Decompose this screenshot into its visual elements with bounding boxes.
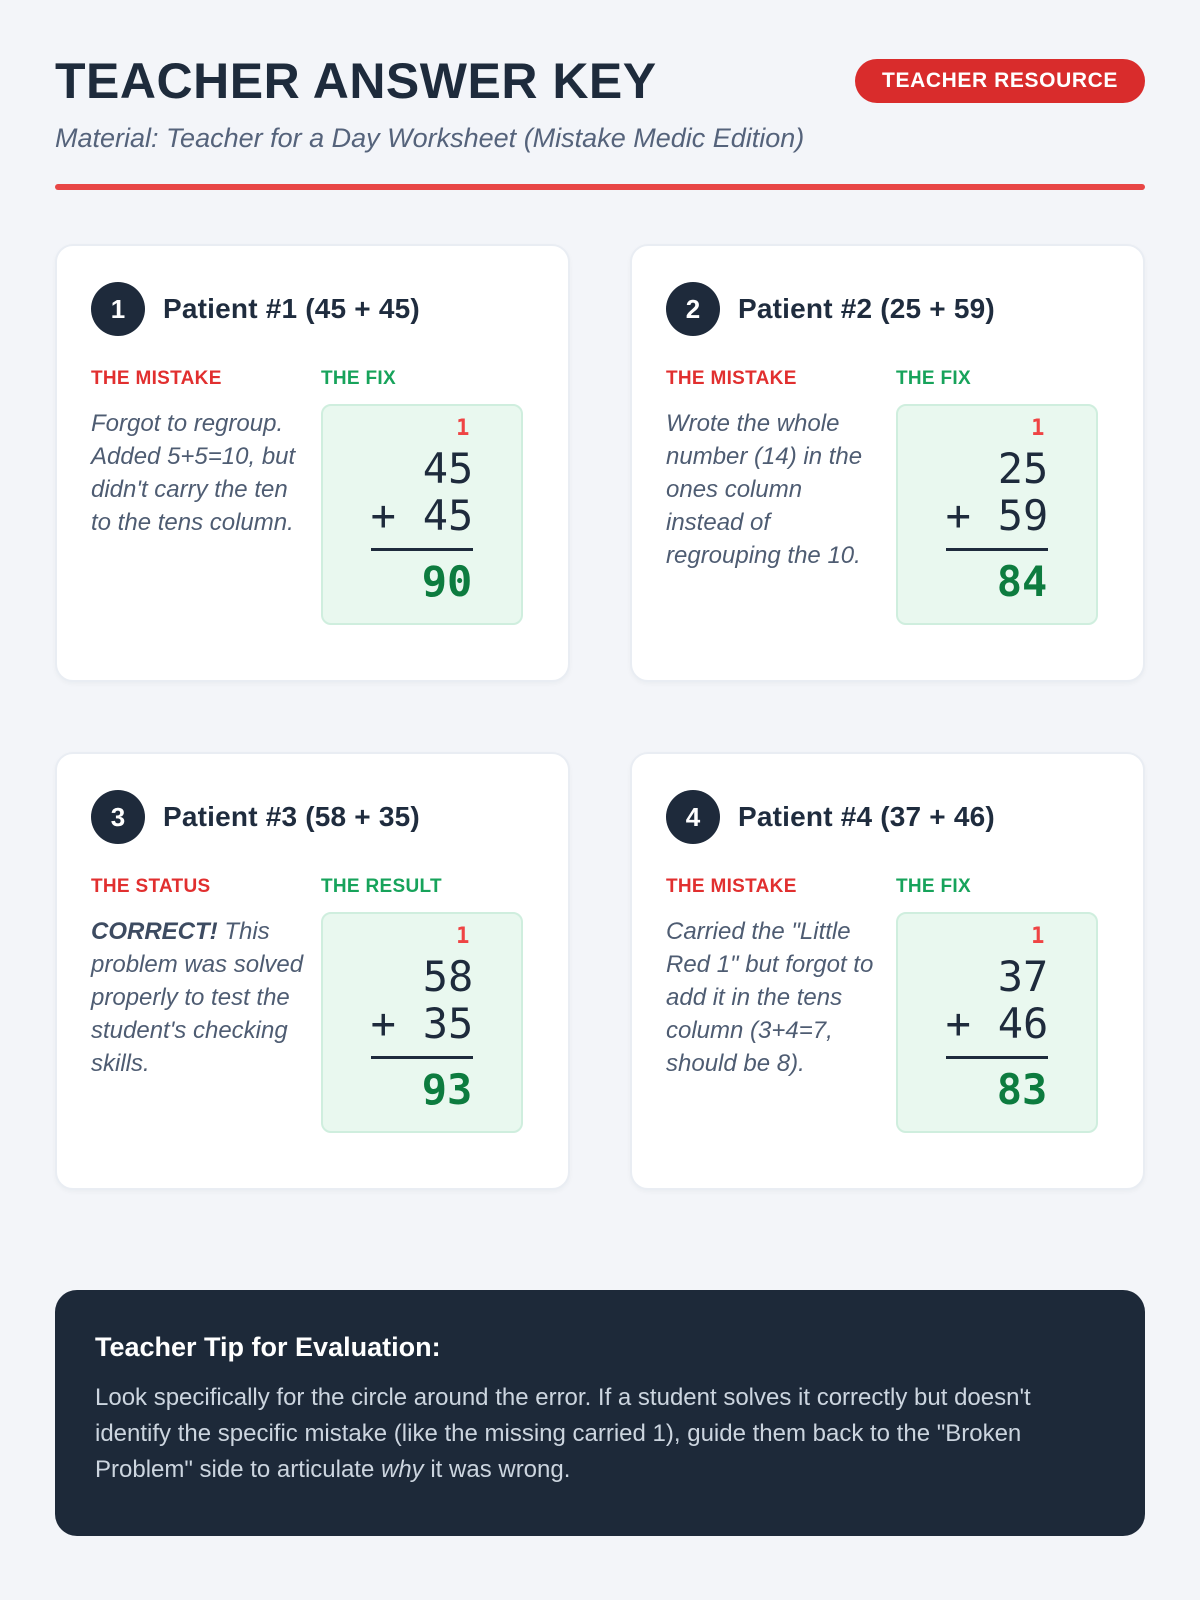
fix-column: THE FIX 1 25 +59 84 — [896, 368, 1107, 626]
patient-number-badge: 4 — [666, 790, 720, 844]
note-text: Wrote the whole number (14) in the ones … — [666, 410, 863, 569]
math-box: 1 37 +46 83 — [896, 912, 1098, 1134]
sum-line — [945, 548, 1049, 552]
top-addend: 58 — [422, 952, 474, 1001]
math-work: 1 25 +59 84 — [945, 416, 1049, 607]
plus-operator: + — [945, 491, 971, 541]
patient-card-3: 3 Patient #3 (58 + 35) THE STATUS CORREC… — [55, 752, 570, 1190]
sum-result: 93 — [421, 1065, 473, 1115]
patient-number-badge: 1 — [91, 282, 145, 336]
sum-line — [945, 1056, 1049, 1060]
carry-digit: 1 — [456, 924, 470, 949]
patient-card-title: Patient #3 (58 + 35) — [163, 801, 420, 832]
math-work: 1 37 +46 83 — [945, 924, 1049, 1115]
tip-text-end: it was wrong. — [423, 1456, 571, 1483]
operator-row: +46 — [946, 1000, 1049, 1047]
sum-line — [370, 1056, 474, 1060]
tip-text-start: Look specifically for the circle around … — [95, 1384, 1031, 1483]
card-columns: THE MISTAKE Wrote the whole number (14) … — [666, 368, 1107, 626]
operator-row: +59 — [946, 492, 1049, 539]
status-note: CORRECT! This problem was solved properl… — [91, 915, 307, 1080]
sum-line — [370, 548, 474, 552]
title-row: TEACHER ANSWER KEY TEACHER RESOURCE — [55, 55, 1145, 107]
teacher-resource-badge: TEACHER RESOURCE — [855, 59, 1145, 103]
teacher-tip-box: Teacher Tip for Evaluation: Look specifi… — [55, 1290, 1145, 1536]
plus-operator: + — [370, 491, 396, 541]
bottom-addend: 35 — [422, 999, 474, 1049]
bottom-addend: 45 — [422, 491, 474, 541]
result-column: THE RESULT 1 58 +35 93 — [321, 876, 532, 1134]
sum-result: 84 — [996, 557, 1048, 607]
top-addend: 37 — [997, 952, 1049, 1001]
card-columns: THE STATUS CORRECT! This problem was sol… — [91, 876, 532, 1134]
note-lead: CORRECT! — [91, 918, 218, 945]
fix-column: THE FIX 1 45 +45 90 — [321, 368, 532, 626]
note-text: This problem was solved properly to test… — [91, 918, 304, 1077]
mistake-column: THE MISTAKE Wrote the whole number (14) … — [666, 368, 882, 625]
mistake-note: Wrote the whole number (14) in the ones … — [666, 407, 882, 572]
card-columns: THE MISTAKE Carried the "Little Red 1" b… — [666, 876, 1107, 1134]
status-label: THE STATUS — [91, 876, 211, 897]
mistake-label: THE MISTAKE — [666, 876, 797, 897]
tip-body: Look specifically for the circle around … — [95, 1380, 1105, 1488]
patient-card-1: 1 Patient #1 (45 + 45) THE MISTAKE Forgo… — [55, 244, 570, 682]
tip-italic-word: why — [380, 1456, 424, 1483]
patient-card-4: 4 Patient #4 (37 + 46) THE MISTAKE Carri… — [630, 752, 1145, 1190]
math-box: 1 25 +59 84 — [896, 404, 1098, 626]
page-header: TEACHER ANSWER KEY TEACHER RESOURCE Mate… — [55, 55, 1145, 190]
operator-row: +35 — [371, 1000, 474, 1047]
top-addend: 25 — [997, 444, 1049, 493]
math-work: 1 58 +35 93 — [370, 924, 474, 1115]
bottom-addend: 46 — [997, 999, 1049, 1049]
fix-label: THE FIX — [896, 876, 971, 897]
mistake-note: Forgot to regroup. Added 5+5=10, but did… — [91, 407, 307, 539]
card-header: 1 Patient #1 (45 + 45) — [91, 282, 532, 336]
plus-operator: + — [945, 999, 971, 1049]
note-text: Forgot to regroup. Added 5+5=10, but did… — [91, 410, 296, 536]
sum-result: 90 — [421, 557, 473, 607]
patient-card-title: Patient #4 (37 + 46) — [738, 801, 995, 832]
patient-card-title: Patient #2 (25 + 59) — [738, 293, 995, 324]
patient-card-title: Patient #1 (45 + 45) — [163, 293, 420, 324]
fix-label: THE FIX — [321, 368, 396, 389]
note-text: Carried the "Little Red 1" but forgot to… — [666, 918, 874, 1077]
carry-digit: 1 — [456, 416, 470, 441]
material-subtitle: Material: Teacher for a Day Worksheet (M… — [55, 123, 805, 153]
card-header: 3 Patient #3 (58 + 35) — [91, 790, 532, 844]
math-box: 1 58 +35 93 — [321, 912, 523, 1134]
carry-digit: 1 — [1031, 416, 1045, 441]
mistake-column: THE MISTAKE Forgot to regroup. Added 5+5… — [91, 368, 307, 625]
page-title: TEACHER ANSWER KEY — [55, 53, 657, 109]
red-divider — [55, 184, 1145, 190]
mistake-label: THE MISTAKE — [91, 368, 222, 389]
carry-digit: 1 — [1031, 924, 1045, 949]
plus-operator: + — [370, 999, 396, 1049]
math-work: 1 45 +45 90 — [370, 416, 474, 607]
fix-label: THE FIX — [896, 368, 971, 389]
mistake-note: Carried the "Little Red 1" but forgot to… — [666, 915, 882, 1080]
patient-cards-grid: 1 Patient #1 (45 + 45) THE MISTAKE Forgo… — [55, 244, 1145, 1190]
bottom-addend: 59 — [997, 491, 1049, 541]
operator-row: +45 — [371, 492, 474, 539]
card-columns: THE MISTAKE Forgot to regroup. Added 5+5… — [91, 368, 532, 626]
patient-number-badge: 2 — [666, 282, 720, 336]
patient-card-2: 2 Patient #2 (25 + 59) THE MISTAKE Wrote… — [630, 244, 1145, 682]
status-column: THE STATUS CORRECT! This problem was sol… — [91, 876, 307, 1133]
sum-result: 83 — [996, 1065, 1048, 1115]
tip-title: Teacher Tip for Evaluation: — [95, 1332, 441, 1362]
card-header: 4 Patient #4 (37 + 46) — [666, 790, 1107, 844]
mistake-column: THE MISTAKE Carried the "Little Red 1" b… — [666, 876, 882, 1133]
card-header: 2 Patient #2 (25 + 59) — [666, 282, 1107, 336]
top-addend: 45 — [422, 444, 474, 493]
fix-column: THE FIX 1 37 +46 83 — [896, 876, 1107, 1134]
mistake-label: THE MISTAKE — [666, 368, 797, 389]
math-box: 1 45 +45 90 — [321, 404, 523, 626]
result-label: THE RESULT — [321, 876, 442, 897]
patient-number-badge: 3 — [91, 790, 145, 844]
